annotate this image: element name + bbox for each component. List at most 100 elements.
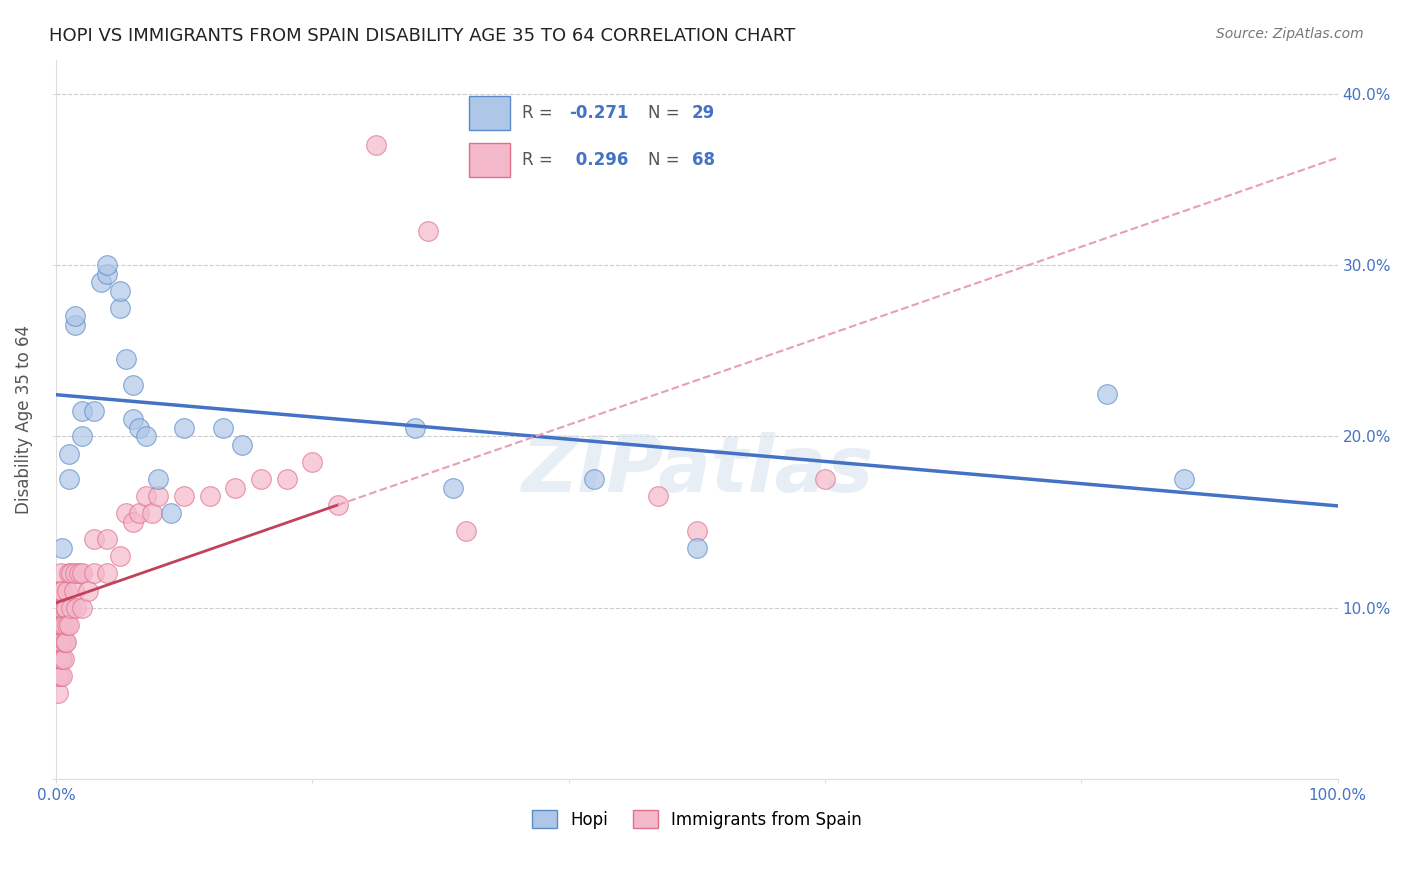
Point [51, 617, 73, 632]
Point [48, 652, 70, 666]
Point [53, 635, 76, 649]
Point [96, 267, 118, 281]
Point [51, 600, 73, 615]
Point [52, 617, 75, 632]
Point [77, 583, 100, 598]
Point [135, 489, 157, 503]
Text: ZIPatlas: ZIPatlas [520, 432, 873, 508]
Point [48, 669, 70, 683]
Point [148, 489, 170, 503]
Point [48, 617, 70, 632]
Point [686, 541, 709, 555]
Point [83, 403, 105, 417]
Point [49, 600, 72, 615]
Point [49, 635, 72, 649]
Point [416, 224, 439, 238]
Point [211, 421, 233, 435]
Point [60, 566, 83, 581]
Text: Source: ZipAtlas.com: Source: ZipAtlas.com [1216, 27, 1364, 41]
Point [96, 532, 118, 546]
Point [49, 617, 72, 632]
Point [148, 472, 170, 486]
Point [49, 635, 72, 649]
Point [70, 600, 93, 615]
Point [141, 507, 163, 521]
Point [121, 378, 143, 392]
Point [583, 472, 606, 486]
Point [67, 566, 90, 581]
Point [58, 566, 80, 581]
Point [814, 472, 837, 486]
Point [63, 310, 86, 324]
Point [58, 446, 80, 460]
Point [63, 566, 86, 581]
Point [108, 284, 131, 298]
Point [96, 566, 118, 581]
Point [48, 686, 70, 700]
Point [52, 652, 75, 666]
Point [1095, 386, 1118, 401]
Point [83, 566, 105, 581]
Point [108, 301, 131, 315]
Point [51, 652, 73, 666]
Point [121, 412, 143, 426]
Point [83, 532, 105, 546]
Point [63, 318, 86, 332]
Point [48, 583, 70, 598]
Point [49, 600, 72, 615]
Point [173, 489, 195, 503]
Y-axis label: Disability Age 35 to 64: Disability Age 35 to 64 [15, 325, 32, 514]
Point [70, 566, 93, 581]
Point [63, 583, 86, 598]
Point [51, 583, 73, 598]
Point [90, 275, 112, 289]
Point [58, 472, 80, 486]
Point [51, 635, 73, 649]
Point [48, 600, 70, 615]
Text: HOPI VS IMMIGRANTS FROM SPAIN DISABILITY AGE 35 TO 64 CORRELATION CHART: HOPI VS IMMIGRANTS FROM SPAIN DISABILITY… [49, 27, 796, 45]
Point [231, 438, 253, 452]
Point [250, 472, 273, 486]
Point [70, 429, 93, 443]
Point [135, 429, 157, 443]
Point [55, 635, 77, 649]
Point [58, 617, 80, 632]
Point [115, 507, 138, 521]
Point [128, 507, 150, 521]
Point [454, 524, 477, 538]
Point [441, 481, 464, 495]
Point [301, 455, 323, 469]
Point [108, 549, 131, 564]
Point [160, 507, 183, 521]
Point [53, 600, 76, 615]
Point [173, 421, 195, 435]
Point [404, 421, 426, 435]
Point [51, 541, 73, 555]
Point [49, 652, 72, 666]
Point [326, 498, 349, 512]
Point [128, 421, 150, 435]
Point [115, 352, 138, 367]
Point [51, 669, 73, 683]
Point [49, 669, 72, 683]
Point [121, 515, 143, 529]
Point [49, 566, 72, 581]
Legend: Hopi, Immigrants from Spain: Hopi, Immigrants from Spain [524, 804, 869, 835]
Point [49, 583, 72, 598]
Point [56, 617, 79, 632]
Point [55, 600, 77, 615]
Point [49, 652, 72, 666]
Point [198, 489, 221, 503]
Point [686, 524, 709, 538]
Point [366, 138, 388, 153]
Point [276, 472, 298, 486]
Point [49, 617, 72, 632]
Point [48, 652, 70, 666]
Point [224, 481, 246, 495]
Point [48, 635, 70, 649]
Point [56, 583, 79, 598]
Point [65, 600, 87, 615]
Point [1173, 472, 1195, 486]
Point [70, 403, 93, 417]
Point [60, 600, 83, 615]
